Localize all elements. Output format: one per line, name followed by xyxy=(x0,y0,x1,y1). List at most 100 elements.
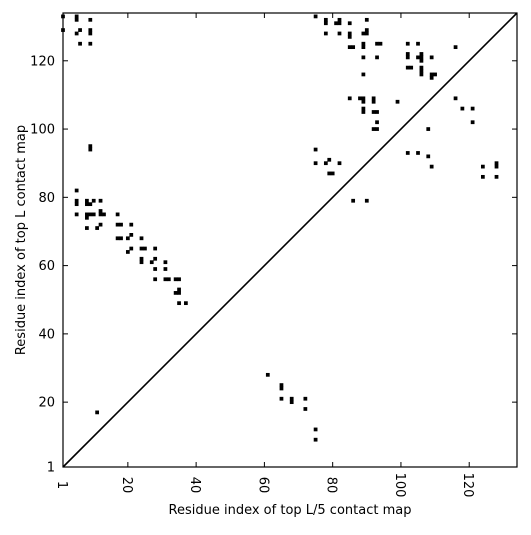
x-tick-label: 120 xyxy=(460,473,475,498)
contact-point-upper xyxy=(330,171,335,176)
contact-point-upper xyxy=(184,301,188,306)
contact-point-upper xyxy=(347,45,352,50)
contact-point-upper xyxy=(323,161,328,166)
contact-point-upper xyxy=(364,17,369,22)
y-tick-label: 120 xyxy=(30,54,55,69)
contact-point-upper xyxy=(98,209,103,213)
plot-frame xyxy=(62,12,518,468)
contact-point-upper xyxy=(91,198,96,203)
contact-point-upper xyxy=(409,65,414,70)
contact-point-upper xyxy=(88,147,93,152)
contact-point-upper xyxy=(139,236,144,241)
contact-point-upper xyxy=(433,72,437,77)
contact-point-upper xyxy=(85,212,89,217)
y-tick-label: 1 xyxy=(47,461,55,476)
contact-point-upper xyxy=(74,202,79,207)
contact-point-upper xyxy=(163,260,168,265)
contact-point-upper xyxy=(480,174,485,179)
contact-point-upper xyxy=(351,198,356,203)
x-ticks: 1 20 40 60 80 100 120 xyxy=(54,13,475,497)
contact-point-upper xyxy=(470,120,475,125)
contact-point-upper xyxy=(98,222,103,227)
contact-point-upper xyxy=(347,21,352,26)
contact-point-upper xyxy=(98,198,103,203)
contact-point-upper xyxy=(327,171,332,176)
contact-point-upper xyxy=(351,45,356,50)
contact-point-upper xyxy=(323,17,328,22)
contact-point-upper xyxy=(405,65,410,70)
contact-point-upper xyxy=(405,52,410,56)
contact-point-upper xyxy=(375,41,379,46)
contact-point-upper xyxy=(177,277,181,282)
contact-point-upper xyxy=(419,58,424,63)
contact-point-upper xyxy=(153,246,158,251)
contact-point-upper xyxy=(74,17,79,22)
contact-point-lower xyxy=(303,407,308,411)
contact-point-upper xyxy=(163,267,168,271)
contact-point-upper xyxy=(337,21,342,26)
contact-point-upper xyxy=(470,106,475,111)
contact-point-upper xyxy=(88,212,93,217)
contact-point-upper xyxy=(115,212,120,217)
contact-point-upper xyxy=(395,99,400,104)
contact-point-upper xyxy=(426,154,431,159)
contact-point-upper xyxy=(429,55,434,60)
contact-point-upper xyxy=(166,277,171,282)
contact-point-upper xyxy=(88,31,93,36)
contact-point-upper xyxy=(429,75,434,80)
contact-point-upper xyxy=(419,69,424,73)
contact-point-upper xyxy=(149,260,154,265)
contact-point-upper xyxy=(323,31,328,36)
contact-point-upper xyxy=(177,301,181,306)
contact-point-upper xyxy=(88,202,93,207)
contact-point-upper xyxy=(364,31,369,36)
y-tick-label: 100 xyxy=(30,123,55,138)
contact-point-upper xyxy=(460,106,465,111)
contact-point-upper xyxy=(419,55,424,60)
contact-point-upper xyxy=(371,127,376,131)
contact-point-upper xyxy=(364,198,369,203)
contact-point-upper xyxy=(405,55,410,60)
contact-point-upper xyxy=(91,212,96,217)
contact-point-upper xyxy=(125,250,130,254)
contact-point-upper xyxy=(361,110,366,114)
y-tick-label: 60 xyxy=(38,259,55,274)
contact-point-upper xyxy=(323,21,328,26)
contact-point-upper xyxy=(347,35,352,39)
contact-point-upper xyxy=(375,127,379,131)
contact-point-upper xyxy=(85,215,89,220)
contact-point-lower xyxy=(279,383,284,387)
contact-point-upper xyxy=(139,246,144,251)
contact-point-upper xyxy=(177,287,181,292)
contact-point-upper xyxy=(98,212,103,217)
contact-point-upper xyxy=(88,41,93,46)
contact-point-upper xyxy=(173,277,178,282)
contact-point-upper xyxy=(419,52,424,56)
contact-point-upper xyxy=(371,99,376,104)
contact-point-upper xyxy=(153,267,158,271)
contact-point-upper xyxy=(371,96,376,101)
contact-point-upper xyxy=(129,233,134,237)
contact-point-upper xyxy=(371,110,376,114)
contact-point-upper xyxy=(153,277,158,282)
contact-point-upper xyxy=(419,65,424,70)
contact-point-upper xyxy=(119,236,123,241)
y-tick-label: 80 xyxy=(38,191,55,206)
contact-point-upper xyxy=(375,55,379,60)
contact-point-upper xyxy=(129,222,134,227)
contact-point-upper xyxy=(88,144,93,149)
x-tick-label: 80 xyxy=(324,477,339,494)
contact-point-lower xyxy=(313,427,318,432)
contact-point-upper xyxy=(453,45,458,50)
contact-point-upper xyxy=(163,277,168,282)
x-tick-label: 100 xyxy=(392,473,407,498)
contact-point-upper xyxy=(337,31,342,36)
contact-point-upper xyxy=(494,161,499,166)
contact-point-upper xyxy=(153,256,158,261)
contact-point-upper xyxy=(125,236,130,241)
contact-point-upper xyxy=(115,222,120,227)
contact-point-upper xyxy=(313,147,318,152)
